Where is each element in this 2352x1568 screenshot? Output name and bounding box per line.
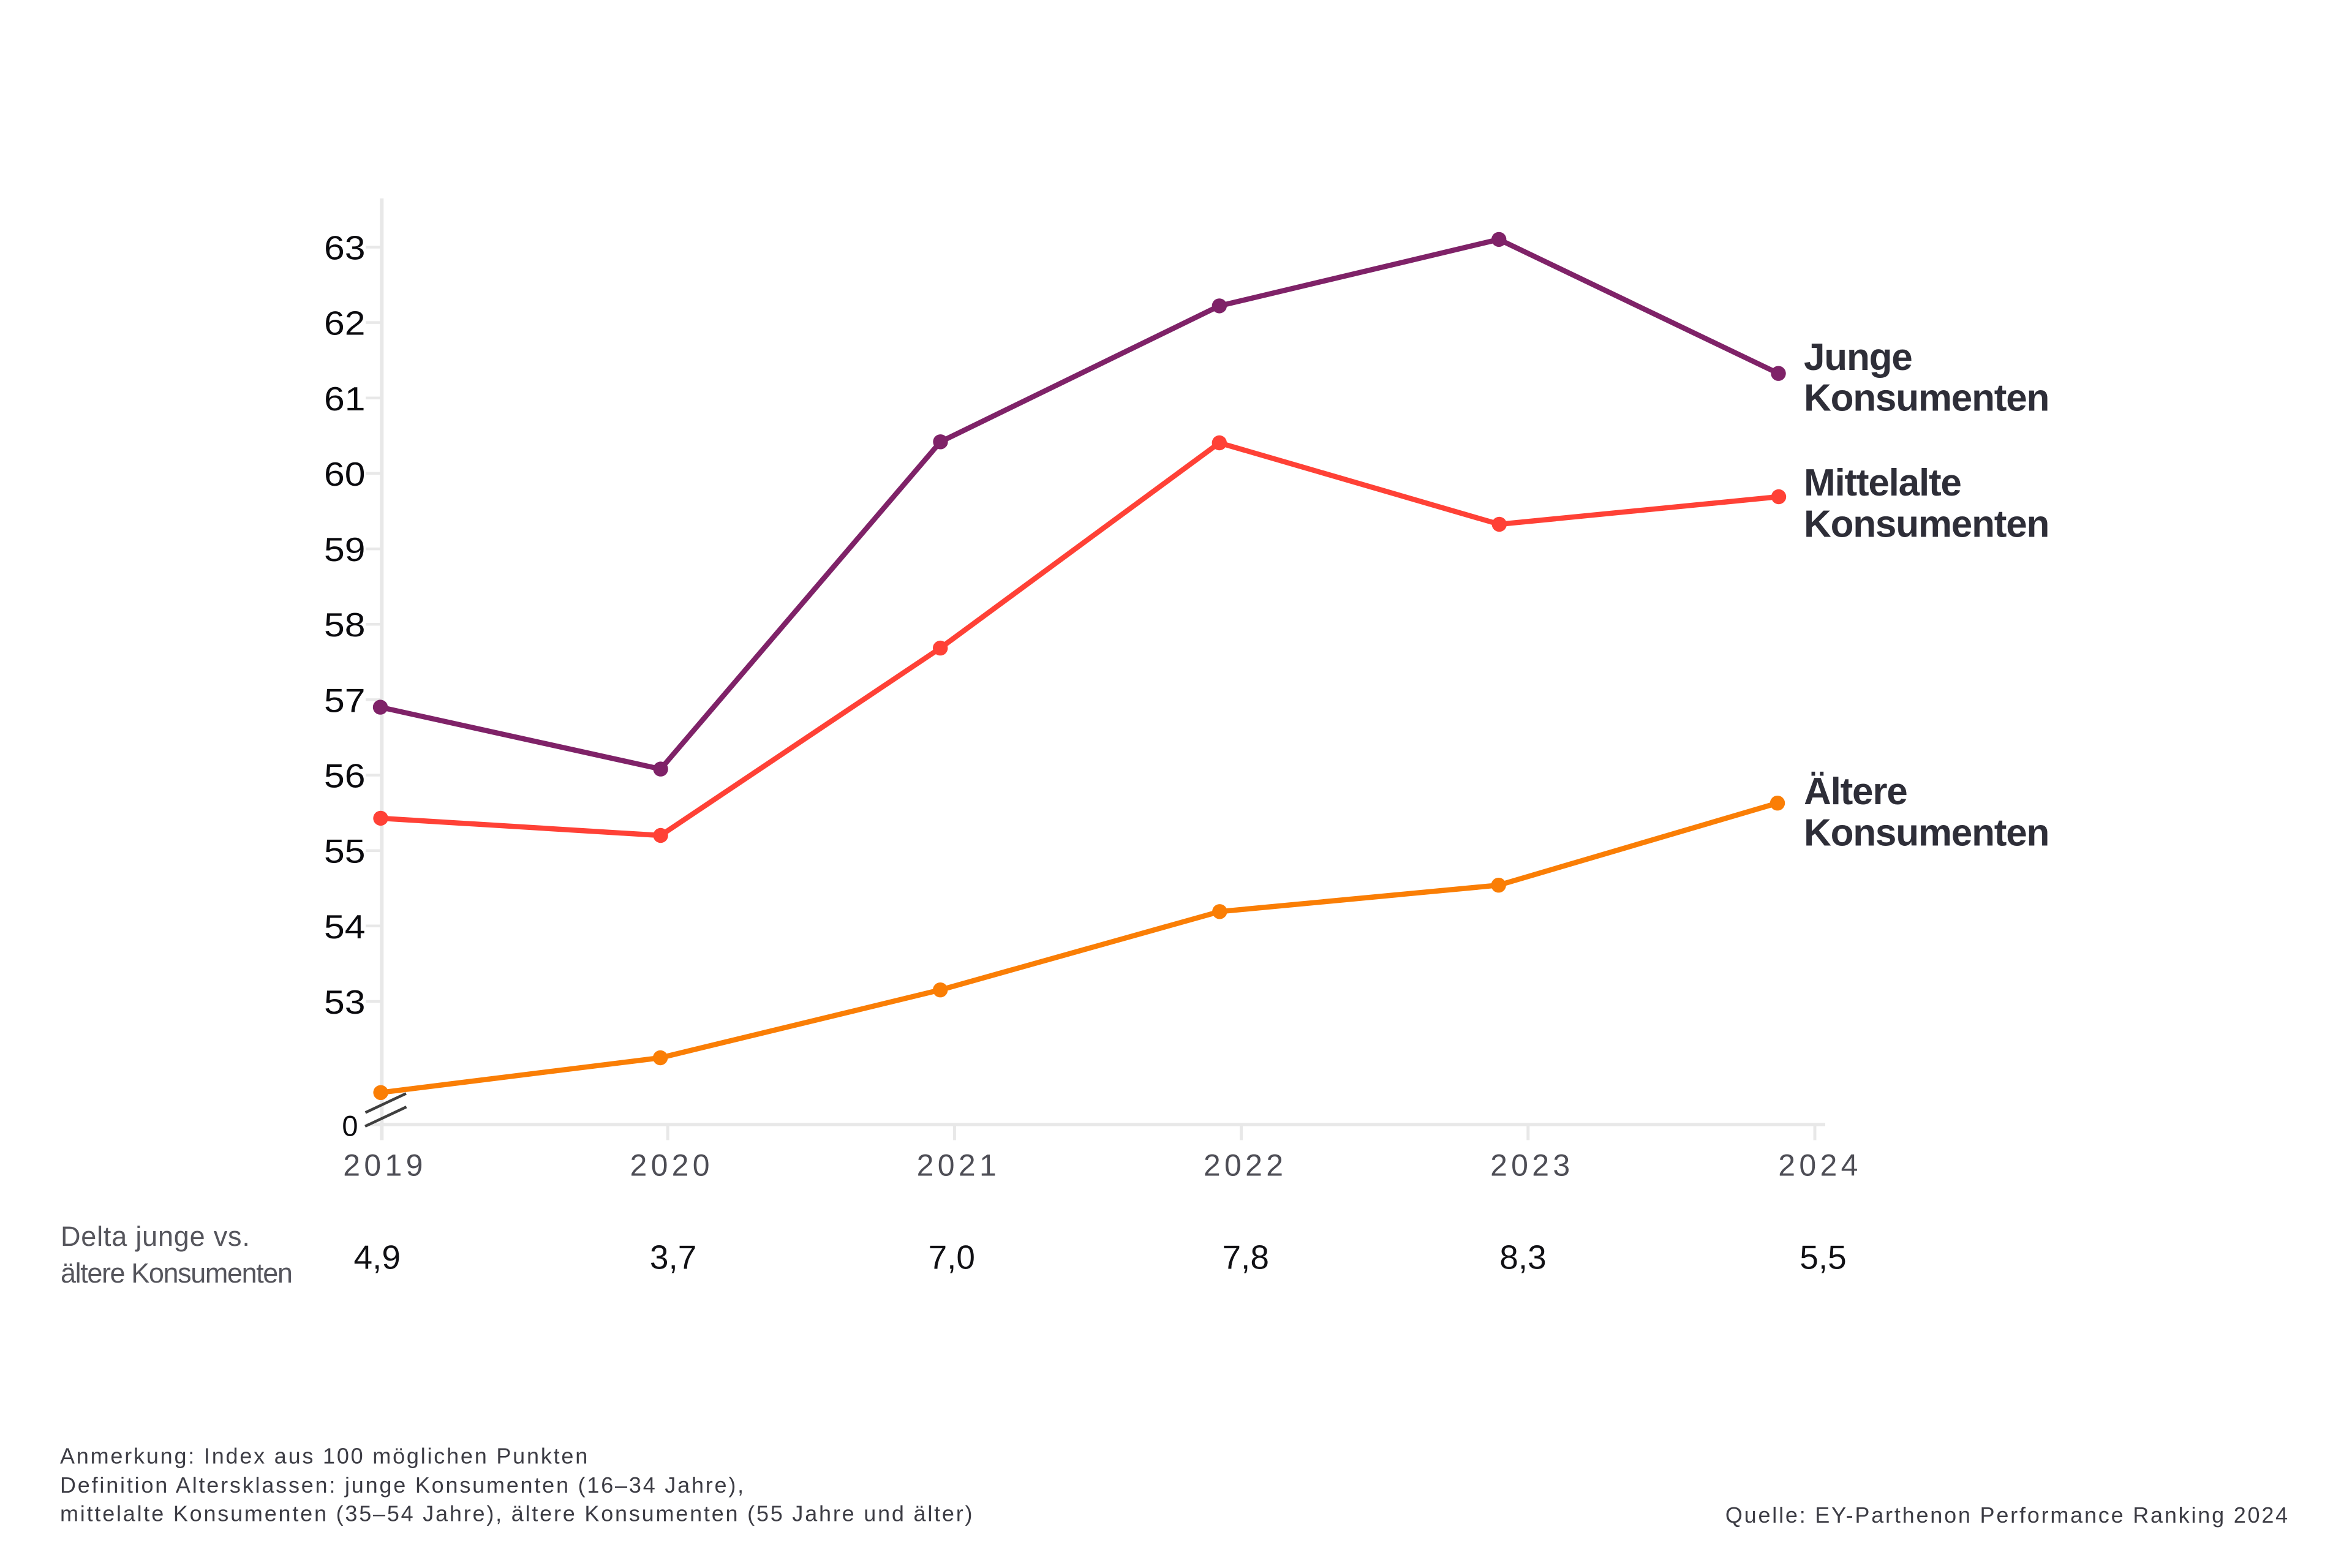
svg-text:2024: 2024 <box>1778 1148 1861 1183</box>
svg-text:Konsumenten: Konsumenten <box>1804 377 2049 420</box>
svg-text:61: 61 <box>324 380 366 418</box>
svg-text:2020: 2020 <box>630 1148 713 1183</box>
svg-text:Junge: Junge <box>1804 336 1912 379</box>
svg-text:Anmerkung: Index aus 100 mögli: Anmerkung: Index aus 100 möglichen Punkt… <box>60 1444 589 1469</box>
svg-text:53: 53 <box>324 983 366 1021</box>
svg-text:62: 62 <box>324 304 366 342</box>
svg-text:Definition Altersklassen: jung: Definition Altersklassen: junge Konsumen… <box>60 1472 745 1498</box>
svg-text:2019: 2019 <box>343 1148 426 1183</box>
svg-text:56: 56 <box>324 757 366 795</box>
svg-text:58: 58 <box>324 606 366 644</box>
svg-text:Quelle: EY-Parthenon Performan: Quelle: EY-Parthenon Performance Ranking… <box>1725 1502 2290 1528</box>
svg-text:55: 55 <box>324 832 366 870</box>
svg-text:Delta junge vs.: Delta junge vs. <box>61 1221 251 1252</box>
svg-text:Ältere: Ältere <box>1804 771 1907 813</box>
svg-text:7,8: 7,8 <box>1222 1238 1268 1276</box>
svg-text:2021: 2021 <box>917 1148 1000 1183</box>
svg-text:2022: 2022 <box>1204 1148 1287 1183</box>
svg-text:Konsumenten: Konsumenten <box>1804 503 2049 546</box>
svg-text:59: 59 <box>324 530 366 568</box>
svg-text:5,5: 5,5 <box>1800 1238 1846 1276</box>
svg-text:57: 57 <box>324 681 366 719</box>
svg-text:0: 0 <box>342 1110 358 1142</box>
svg-text:2023: 2023 <box>1490 1148 1574 1183</box>
svg-text:54: 54 <box>324 908 366 946</box>
svg-text:7,0: 7,0 <box>929 1238 975 1276</box>
svg-text:mittelalte Konsumenten (35–54: mittelalte Konsumenten (35–54 Jahre), äl… <box>60 1501 974 1526</box>
svg-text:Mittelalte: Mittelalte <box>1804 462 1961 504</box>
svg-text:60: 60 <box>324 455 366 493</box>
svg-text:3,7: 3,7 <box>650 1238 696 1276</box>
svg-text:Konsumenten: Konsumenten <box>1804 812 2049 854</box>
svg-text:4,9: 4,9 <box>353 1238 400 1276</box>
svg-text:63: 63 <box>324 229 366 267</box>
svg-text:8,3: 8,3 <box>1499 1238 1546 1276</box>
svg-text:ältere Konsumenten: ältere Konsumenten <box>61 1257 292 1289</box>
